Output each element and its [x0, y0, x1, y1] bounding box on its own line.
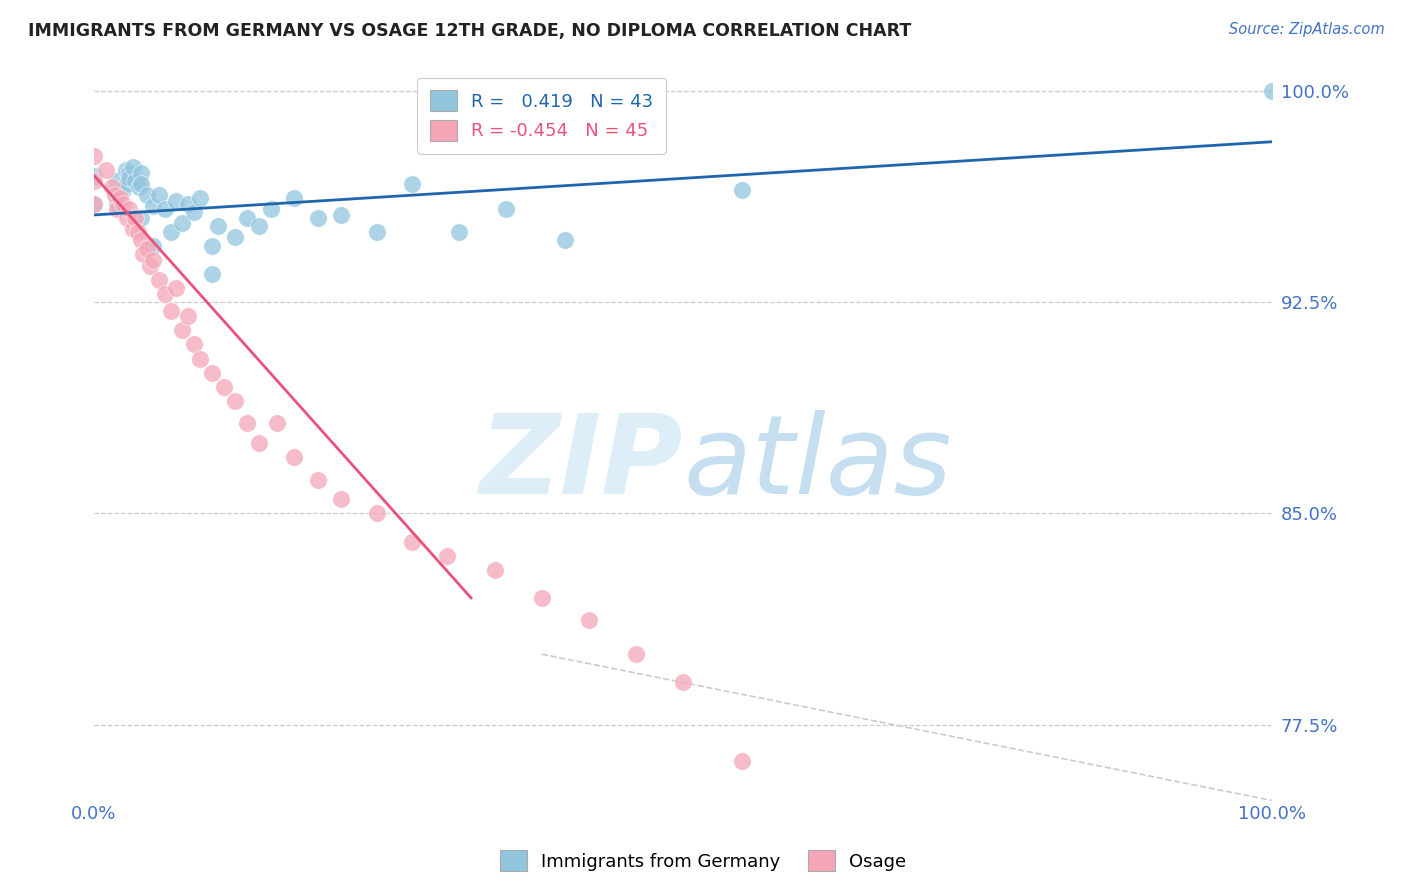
Point	[107, 174, 129, 188]
Point	[100, 179, 122, 194]
Point	[165, 281, 187, 295]
Point	[128, 179, 150, 194]
Point	[188, 351, 211, 366]
Point	[153, 286, 176, 301]
Point	[484, 563, 506, 577]
Point	[172, 216, 194, 230]
Point	[153, 202, 176, 217]
Point	[115, 177, 138, 191]
Text: atlas: atlas	[683, 410, 952, 517]
Legend: R =   0.419   N = 43, R = -0.454   N = 45: R = 0.419 N = 43, R = -0.454 N = 45	[418, 78, 666, 153]
Point	[107, 202, 129, 217]
Point	[224, 393, 246, 408]
Point	[495, 202, 517, 217]
Point	[307, 211, 329, 225]
Point	[1261, 84, 1284, 98]
Point	[366, 225, 388, 239]
Point	[114, 162, 136, 177]
Point	[112, 183, 135, 197]
Point	[139, 259, 162, 273]
Point	[530, 591, 553, 605]
Point	[188, 191, 211, 205]
Point	[224, 230, 246, 244]
Point	[132, 247, 155, 261]
Text: ZIP: ZIP	[479, 410, 683, 517]
Point	[112, 196, 135, 211]
Point	[201, 239, 224, 253]
Point	[104, 188, 127, 202]
Point	[247, 219, 270, 234]
Point	[236, 417, 259, 431]
Point	[624, 647, 647, 661]
Point	[83, 196, 105, 211]
Text: Source: ZipAtlas.com: Source: ZipAtlas.com	[1229, 22, 1385, 37]
Point	[129, 166, 152, 180]
Point	[83, 174, 105, 188]
Point	[731, 183, 754, 197]
Point	[247, 436, 270, 450]
Point	[159, 303, 181, 318]
Point	[108, 191, 131, 205]
Point	[366, 507, 388, 521]
Point	[401, 177, 423, 191]
Point	[148, 188, 170, 202]
Point	[436, 549, 458, 563]
Point	[136, 188, 159, 202]
Point	[83, 196, 105, 211]
Point	[94, 162, 117, 177]
Point	[83, 149, 105, 163]
Point	[578, 614, 600, 628]
Point	[201, 366, 224, 380]
Point	[236, 211, 259, 225]
Point	[129, 177, 152, 191]
Point	[183, 337, 205, 351]
Point	[330, 208, 353, 222]
Point	[201, 267, 224, 281]
Point	[449, 225, 471, 239]
Point	[172, 323, 194, 337]
Point	[124, 174, 146, 188]
Point	[129, 233, 152, 247]
Point	[127, 225, 149, 239]
Point	[121, 160, 143, 174]
Point	[136, 242, 159, 256]
Point	[177, 196, 200, 211]
Point	[142, 239, 165, 253]
Point	[283, 191, 305, 205]
Legend: Immigrants from Germany, Osage: Immigrants from Germany, Osage	[492, 843, 914, 879]
Point	[142, 199, 165, 213]
Point	[148, 273, 170, 287]
Point	[177, 310, 200, 324]
Point	[115, 211, 138, 225]
Point	[266, 417, 288, 431]
Point	[129, 211, 152, 225]
Point	[307, 473, 329, 487]
Point	[121, 222, 143, 236]
Text: IMMIGRANTS FROM GERMANY VS OSAGE 12TH GRADE, NO DIPLOMA CORRELATION CHART: IMMIGRANTS FROM GERMANY VS OSAGE 12TH GR…	[28, 22, 911, 40]
Point	[283, 450, 305, 464]
Point	[83, 169, 105, 183]
Point	[142, 252, 165, 267]
Point	[330, 492, 353, 507]
Point	[731, 754, 754, 768]
Point	[212, 380, 235, 394]
Point	[159, 225, 181, 239]
Point	[165, 194, 187, 208]
Point	[118, 166, 141, 180]
Point	[118, 202, 141, 217]
Point	[207, 219, 229, 234]
Point	[554, 233, 576, 247]
Point	[124, 211, 146, 225]
Point	[107, 196, 129, 211]
Point	[401, 534, 423, 549]
Point	[183, 205, 205, 219]
Point	[672, 675, 695, 690]
Point	[260, 202, 283, 217]
Point	[118, 171, 141, 186]
